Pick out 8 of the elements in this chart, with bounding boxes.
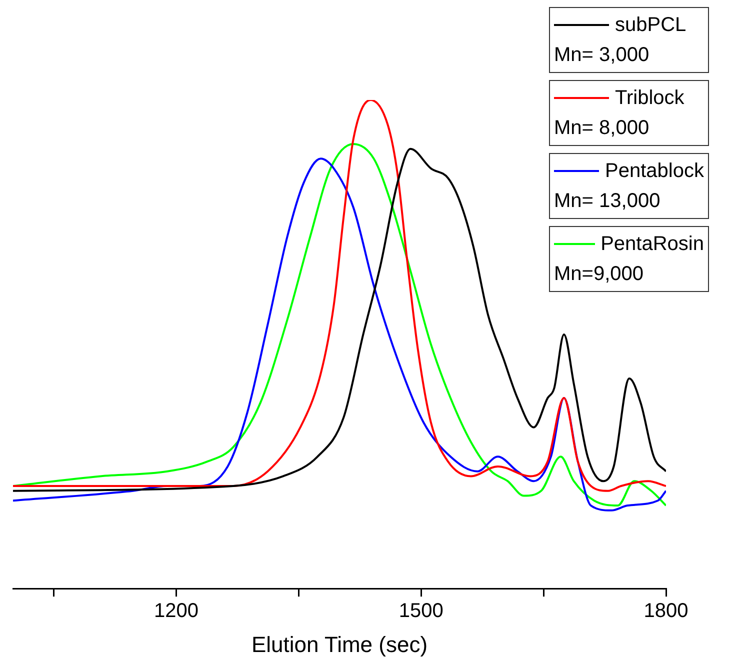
x-axis-title: Elution Time (sec) (251, 632, 428, 657)
legend-label: subPCL Mn= 3,000 (554, 13, 688, 68)
x-tick-label: 1200 (154, 600, 198, 622)
legend-label: Pentablock Mn= 13,000 (554, 159, 704, 214)
legend-label: PentaRosin Mn=9,000 (554, 232, 704, 287)
legend-label: Triblock Mn= 8,000 (554, 86, 686, 141)
x-tick-label: 1800 (644, 600, 688, 622)
x-tick-label: 1500 (398, 600, 444, 622)
